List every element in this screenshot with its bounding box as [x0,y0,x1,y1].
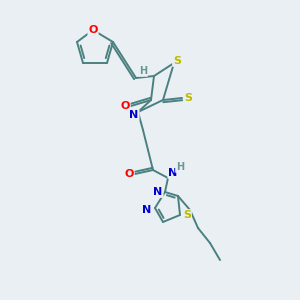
Text: N: N [168,168,178,178]
Text: O: O [124,169,134,179]
Text: S: S [184,93,192,103]
Text: N: N [142,205,152,215]
Text: N: N [153,187,163,197]
Text: O: O [120,101,130,111]
Text: N: N [129,110,139,120]
Text: S: S [173,56,181,66]
Text: H: H [139,66,147,76]
Text: H: H [176,162,184,172]
Text: O: O [88,25,98,35]
Text: S: S [183,210,191,220]
